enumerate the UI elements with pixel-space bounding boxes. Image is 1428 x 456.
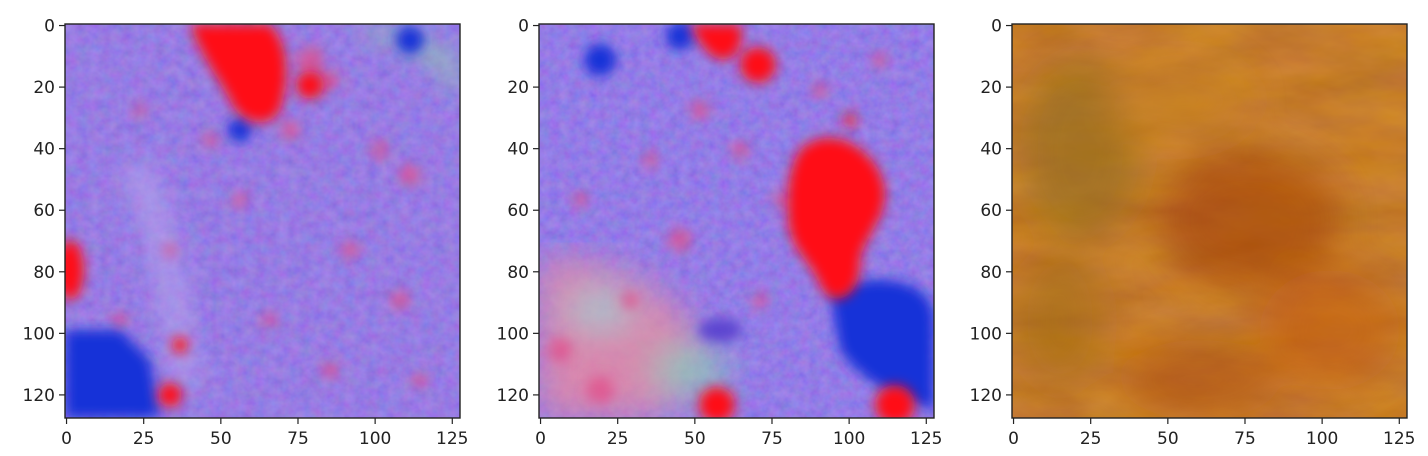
y-tick-label: 100 bbox=[970, 324, 1002, 344]
x-tick-label: 50 bbox=[684, 429, 706, 449]
y-tick-label: 120 bbox=[970, 386, 1002, 406]
y-tick-label: 0 bbox=[518, 17, 529, 37]
y-tick-label: 80 bbox=[507, 263, 529, 283]
x-tick-label: 25 bbox=[133, 429, 155, 449]
x-tick-label: 125 bbox=[910, 429, 942, 449]
x-tick-label: 75 bbox=[287, 429, 309, 449]
y-tick-label: 120 bbox=[497, 386, 529, 406]
y-tick-label: 20 bbox=[507, 78, 529, 98]
x-tick-label: 100 bbox=[1306, 429, 1338, 449]
y-tick-label: 100 bbox=[497, 324, 529, 344]
y-tick-label: 100 bbox=[23, 324, 55, 344]
x-tick-label: 125 bbox=[436, 429, 468, 449]
x-tick-label: 25 bbox=[1080, 429, 1102, 449]
x-tick-label: 75 bbox=[1234, 429, 1256, 449]
y-tick-label: 0 bbox=[44, 17, 55, 37]
y-tick-label: 80 bbox=[33, 263, 55, 283]
y-tick-label: 40 bbox=[33, 140, 55, 160]
x-tick-label: 75 bbox=[761, 429, 783, 449]
image-2-axes: 0 25 50 75 100 125 0 20 40 60 80 100 120 bbox=[497, 17, 943, 449]
x-tick-label: 0 bbox=[61, 429, 72, 449]
image-panel-1: 0 25 50 75 100 125 0 20 40 60 80 100 120 bbox=[23, 17, 469, 449]
x-tick-label: 100 bbox=[359, 429, 391, 449]
x-tick-label: 0 bbox=[1008, 429, 1019, 449]
y-tick-label: 20 bbox=[980, 78, 1002, 98]
y-tick-label: 120 bbox=[23, 386, 55, 406]
y-tick-label: 60 bbox=[507, 201, 529, 221]
y-tick-label: 40 bbox=[507, 140, 529, 160]
image-3-pixels bbox=[1012, 24, 1407, 418]
x-tick-label: 50 bbox=[210, 429, 232, 449]
y-tick-label: 80 bbox=[980, 263, 1002, 283]
y-tick-label: 60 bbox=[33, 201, 55, 221]
image-1-frame bbox=[64, 23, 461, 419]
image-3-frame bbox=[1011, 23, 1408, 419]
x-tick-label: 100 bbox=[833, 429, 865, 449]
image-1-pixels bbox=[65, 24, 460, 418]
image-panel-2: 0 25 50 75 100 125 0 20 40 60 80 100 120 bbox=[497, 17, 943, 449]
image-1-axes: 0 25 50 75 100 125 0 20 40 60 80 100 120 bbox=[23, 17, 469, 449]
x-tick-label: 25 bbox=[607, 429, 629, 449]
y-tick-label: 0 bbox=[991, 17, 1002, 37]
image-panel-3: 0 25 50 75 100 125 0 20 40 60 80 100 120 bbox=[970, 17, 1416, 449]
x-tick-label: 50 bbox=[1157, 429, 1179, 449]
image-2-pixels bbox=[539, 24, 934, 418]
y-tick-label: 20 bbox=[33, 78, 55, 98]
x-tick-label: 125 bbox=[1383, 429, 1415, 449]
image-3-axes: 0 25 50 75 100 125 0 20 40 60 80 100 120 bbox=[970, 17, 1416, 449]
y-tick-label: 40 bbox=[980, 140, 1002, 160]
y-tick-label: 60 bbox=[980, 201, 1002, 221]
image-2-frame bbox=[538, 23, 935, 419]
x-tick-label: 0 bbox=[535, 429, 546, 449]
